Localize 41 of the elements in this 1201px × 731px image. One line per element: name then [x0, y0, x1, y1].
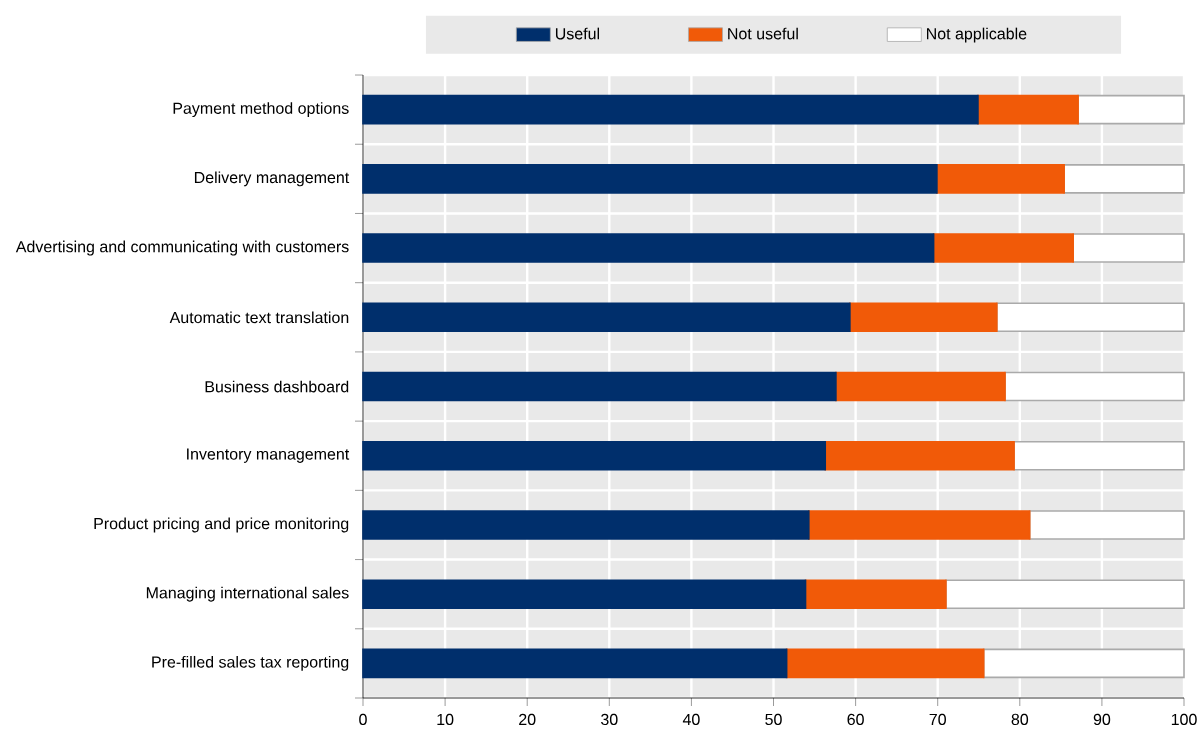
bar	[362, 648, 788, 679]
legend-label: Not applicable	[927, 27, 1027, 43]
legend-label: Not useful	[728, 27, 798, 40]
bar	[936, 164, 1065, 194]
bar	[849, 302, 998, 333]
x-tick-label: 80	[1011, 713, 1029, 726]
y-tick-label: Product pricing and price monitoring	[94, 517, 349, 533]
y-tick-label: Advertising and communicating with customers	[15, 240, 349, 256]
bar	[804, 579, 947, 609]
x-tick-label: 60	[847, 713, 864, 726]
bar	[362, 510, 810, 540]
bar	[808, 510, 1031, 540]
bar	[362, 371, 837, 402]
bar	[977, 94, 1079, 125]
bar	[362, 440, 827, 471]
x-tick-label: 0	[359, 713, 367, 726]
y-tick-label: Delivery management	[194, 171, 350, 187]
y-tick-label: Payment method options	[173, 102, 349, 118]
bar	[835, 371, 1006, 402]
y-tick-label: Inventory management	[187, 448, 350, 463]
bar	[824, 440, 1015, 471]
y-tick-label: Automatic text translation	[169, 311, 349, 324]
y-tick-label: Pre-filled sales tax reporting	[152, 655, 349, 671]
x-tick-label: 20	[519, 713, 536, 726]
y-tick-label: Managing international sales	[146, 586, 349, 602]
bar	[362, 164, 938, 194]
y-tick-label: Business dashboard	[205, 380, 349, 393]
x-tick-label: 50	[765, 713, 782, 726]
x-tick-label: 30	[601, 713, 618, 726]
legend-label: Useful	[555, 27, 600, 40]
bar	[932, 233, 1074, 263]
bar	[362, 233, 935, 263]
x-tick-label: 70	[929, 713, 946, 726]
bar	[362, 94, 979, 125]
bar	[362, 579, 807, 609]
x-tick-label: 10	[437, 713, 454, 726]
x-tick-label: 100	[1171, 713, 1197, 726]
x-tick-label: 40	[682, 713, 700, 726]
bar	[785, 648, 985, 679]
x-tick-label: 90	[1093, 713, 1111, 726]
bar	[362, 302, 851, 333]
